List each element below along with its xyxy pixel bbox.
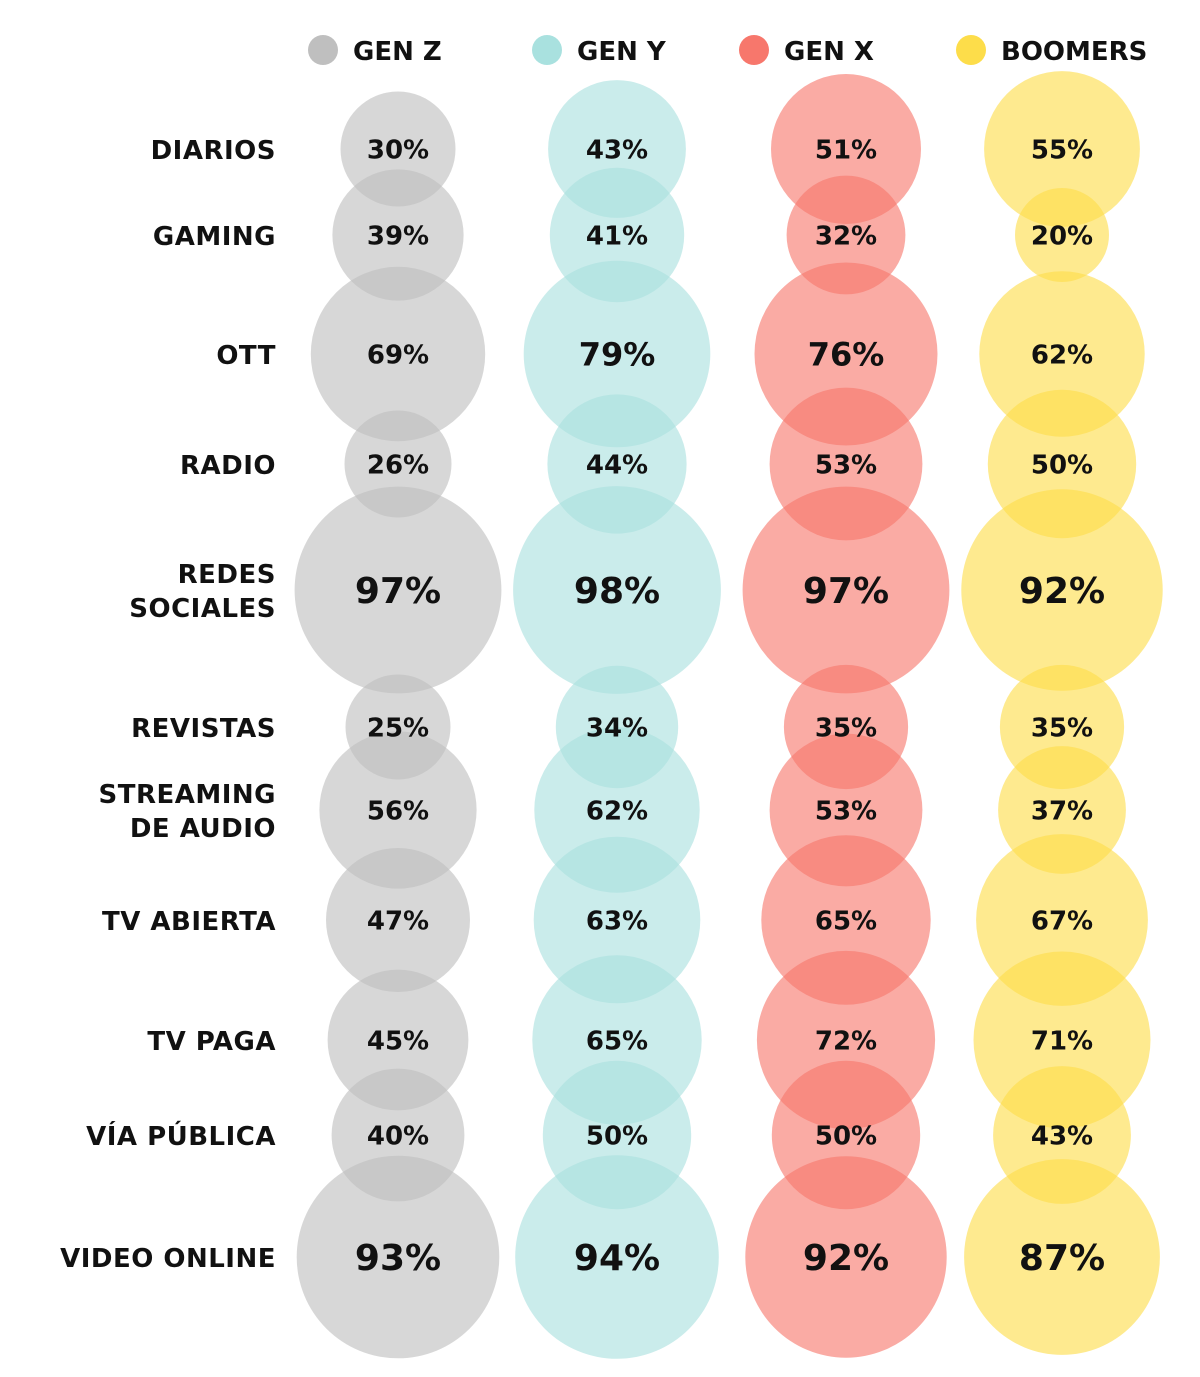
value-label-gen-y-ott: 79% — [579, 336, 656, 374]
value-label-gen-x-redes-sociales: 97% — [803, 571, 889, 612]
bubble-gen-x-diarios — [771, 74, 921, 224]
bubble-boomers-redes-sociales — [961, 489, 1163, 691]
legend-label-boomers: BOOMERS — [1001, 37, 1147, 67]
value-label-boomers-tv-paga: 71% — [1031, 1026, 1093, 1056]
value-label-boomers-ott: 62% — [1031, 340, 1093, 370]
value-label-boomers-revistas: 35% — [1031, 713, 1093, 743]
category-label-tv-paga: TV PAGA — [147, 1027, 276, 1057]
value-label-gen-y-redes-sociales: 98% — [574, 571, 660, 612]
bubble-gen-x-gaming — [786, 175, 906, 295]
value-label-gen-z-tv-paga: 45% — [367, 1026, 429, 1056]
value-label-gen-y-via-publica: 50% — [586, 1121, 648, 1151]
category-label-redes-sociales-line-1: REDES — [178, 560, 276, 590]
value-label-gen-y-revistas: 34% — [586, 713, 648, 743]
legend-label-gen-y: GEN Y — [577, 37, 667, 67]
value-label-gen-z-tv-abierta: 47% — [367, 906, 429, 936]
bubble-gen-y-video-online — [515, 1155, 719, 1359]
bubble-gen-z-gaming — [332, 169, 464, 301]
category-label-streaming-de-audio-line-1: STREAMING — [98, 780, 276, 810]
value-label-gen-x-streaming-de-audio: 53% — [815, 796, 877, 826]
value-label-gen-y-radio: 44% — [586, 450, 648, 480]
bubble-gen-x-redes-sociales — [742, 486, 950, 694]
bubble-gen-z-tv-paga — [327, 969, 469, 1111]
value-label-boomers-gaming: 20% — [1031, 221, 1093, 251]
value-label-boomers-redes-sociales: 92% — [1019, 571, 1105, 612]
value-label-boomers-diarios: 55% — [1031, 135, 1093, 165]
value-label-gen-z-radio: 26% — [367, 450, 429, 480]
value-label-gen-z-gaming: 39% — [367, 221, 429, 251]
legend-label-gen-x: GEN X — [784, 37, 874, 67]
value-label-gen-x-radio: 53% — [815, 450, 877, 480]
category-label-ott: OTT — [216, 341, 276, 371]
category-label-tv-abierta: TV ABIERTA — [102, 907, 276, 937]
bubble-gen-x-video-online — [745, 1156, 947, 1358]
category-label-via-publica: VÍA PÚBLICA — [86, 1120, 276, 1152]
value-label-gen-x-revistas: 35% — [815, 713, 877, 743]
value-label-gen-z-diarios: 30% — [367, 135, 429, 165]
bubbles — [294, 71, 1163, 1359]
legend-swatch-gen-z — [308, 35, 338, 65]
value-label-gen-z-streaming-de-audio: 56% — [367, 796, 429, 826]
value-label-gen-x-ott: 76% — [808, 336, 885, 374]
value-label-gen-x-gaming: 32% — [815, 221, 877, 251]
row-labels: DIARIOS GAMING OTT RADIO REDES SOCIALES REVIST… — [60, 136, 276, 1274]
value-label-gen-z-via-publica: 40% — [367, 1121, 429, 1151]
bubble-gen-y-tv-abierta — [533, 836, 701, 1004]
value-label-gen-x-video-online: 92% — [803, 1238, 889, 1279]
category-label-streaming-de-audio-line-2: DE AUDIO — [130, 814, 276, 844]
value-labels: 30% 39% 69% 26% 97% 25% 56% 47% 45% 40% 93% 43% 41% 7… — [355, 135, 1105, 1279]
bubble-gen-z-ott — [310, 266, 486, 442]
bubble-gen-z-video-online — [296, 1155, 500, 1359]
category-label-redes-sociales-line-2: SOCIALES — [129, 594, 276, 624]
value-label-gen-z-revistas: 25% — [367, 713, 429, 743]
category-label-gaming: GAMING — [153, 222, 276, 252]
bubble-boomers-diarios — [984, 71, 1140, 227]
value-label-gen-x-via-publica: 50% — [815, 1121, 877, 1151]
legend-swatch-gen-x — [739, 35, 769, 65]
value-label-gen-y-gaming: 41% — [586, 221, 648, 251]
bubble-gen-x-ott — [754, 262, 938, 446]
value-label-boomers-video-online: 87% — [1019, 1238, 1105, 1279]
bubble-boomers-ott — [979, 271, 1145, 437]
value-label-gen-y-tv-paga: 65% — [586, 1026, 648, 1056]
bubble-boomers-video-online — [964, 1159, 1160, 1355]
value-label-gen-y-video-online: 94% — [574, 1238, 660, 1279]
category-label-radio: RADIO — [180, 451, 276, 481]
value-label-gen-y-tv-abierta: 63% — [586, 906, 648, 936]
category-label-diarios: DIARIOS — [151, 136, 276, 166]
value-label-gen-x-diarios: 51% — [815, 135, 877, 165]
value-label-gen-x-tv-paga: 72% — [815, 1026, 877, 1056]
value-label-gen-y-diarios: 43% — [586, 135, 648, 165]
category-label-revistas: REVISTAS — [131, 714, 276, 744]
bubble-gen-z-streaming-de-audio — [319, 731, 477, 889]
bubble-gen-y-redes-sociales — [513, 486, 721, 694]
legend-swatch-boomers — [956, 35, 986, 65]
value-label-gen-y-streaming-de-audio: 62% — [586, 796, 648, 826]
legend-label-gen-z: GEN Z — [353, 37, 442, 67]
value-label-gen-z-ott: 69% — [367, 340, 429, 370]
legend: GEN Z GEN Y GEN X BOOMERS — [308, 35, 1147, 67]
value-label-boomers-radio: 50% — [1031, 450, 1093, 480]
category-label-video-online: VIDEO ONLINE — [60, 1244, 276, 1274]
value-label-gen-x-tv-abierta: 65% — [815, 906, 877, 936]
bubble-gen-y-ott — [523, 260, 711, 448]
value-label-gen-z-video-online: 93% — [355, 1238, 441, 1279]
bubble-boomers-gaming — [1015, 188, 1109, 282]
bubble-gen-z-redes-sociales — [294, 486, 502, 694]
legend-swatch-gen-y — [532, 35, 562, 65]
value-label-boomers-via-publica: 43% — [1031, 1121, 1093, 1151]
value-label-gen-z-redes-sociales: 97% — [355, 571, 441, 612]
value-label-boomers-tv-abierta: 67% — [1031, 906, 1093, 936]
bubble-gen-z-tv-abierta — [326, 848, 470, 992]
value-label-boomers-streaming-de-audio: 37% — [1031, 796, 1093, 826]
